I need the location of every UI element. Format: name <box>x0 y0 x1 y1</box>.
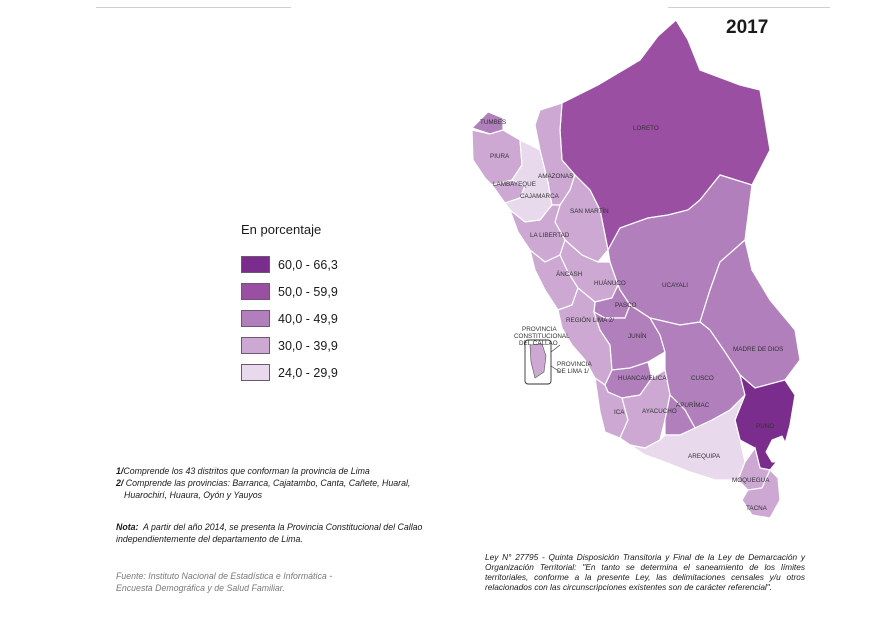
legend-swatch <box>241 337 270 354</box>
legend-label: 24,0 - 29,9 <box>278 365 338 380</box>
label-arequipa: AREQUIPA <box>688 453 721 460</box>
legend-swatch <box>241 283 270 300</box>
label-callao-line3: DEL CALLAO <box>519 340 558 347</box>
label-huanuco: HUÁNUCO <box>594 278 626 287</box>
region-ayacucho[interactable] <box>619 369 671 449</box>
label-lambayeque: LAMBAYEQUE <box>493 181 536 188</box>
label-moquegua: MOQUEGUA <box>732 477 770 484</box>
label-ucayali: UCAYALI <box>662 282 688 289</box>
label-la-libertad: LA LIBERTAD <box>530 232 570 239</box>
label-callao-line2: CONSTITUCIONAL <box>514 333 570 340</box>
label-apurimac: APURÍMAC <box>676 400 710 409</box>
label-tacna: TACNA <box>746 505 768 512</box>
region-la-libertad[interactable] <box>508 204 566 263</box>
label-ica: ICA <box>614 409 625 416</box>
top-rule-left <box>96 7 291 8</box>
legend-swatch <box>241 256 270 273</box>
label-tumbes: TUMBES <box>480 119 506 126</box>
legend-title: En porcentaje <box>241 222 322 237</box>
legend-item: 30,0 - 39,9 <box>241 332 338 359</box>
map-year: 2017 <box>726 17 769 38</box>
label-puno: PUNO <box>756 423 774 430</box>
region-tacna[interactable] <box>741 468 781 519</box>
legend-label: 30,0 - 39,9 <box>278 338 338 353</box>
label-lima-prov-line1: PROVINCIA <box>557 361 592 368</box>
label-lima-prov-line2: DE LIMA 1/ <box>557 368 589 375</box>
legend-item: 50,0 - 59,9 <box>241 278 338 305</box>
source-note: Fuente: Instituto Nacional de Estadístic… <box>116 571 333 593</box>
label-san-martin: SAN MARTÍN <box>570 206 609 215</box>
label-piura: PIURA <box>490 153 510 160</box>
footnote-2: 2/ Comprende las provincias: Barranca, C… <box>116 478 411 488</box>
label-callao-line1: PROVINCIA <box>522 326 557 333</box>
label-amazonas: AMAZONAS <box>538 173 573 180</box>
label-huancavelica: HUANCAVELICA <box>618 375 667 382</box>
footnote-2-cont: Huarochirí, Huaura, Oyón y Yauyos <box>124 490 263 500</box>
label-loreto: LORETO <box>633 125 659 132</box>
top-rule-right <box>668 7 830 8</box>
label-ancash: ÁNCASH <box>556 269 583 278</box>
label-cusco: CUSCO <box>691 375 714 382</box>
legend-label: 60,0 - 66,3 <box>278 257 338 272</box>
legend-swatch <box>241 364 270 381</box>
footnote-1: 1/Comprende los 43 distritos que conform… <box>116 466 370 476</box>
legend-item: 40,0 - 49,9 <box>241 305 338 332</box>
legend-item: 24,0 - 29,9 <box>241 359 338 386</box>
lima-callao-inset <box>524 339 561 385</box>
label-lima: REGIÓN LIMA 2/ <box>566 315 614 324</box>
nota: Nota: A partir del año 2014, se presenta… <box>116 522 423 544</box>
label-junin: JUNÍN <box>628 331 647 340</box>
region-arequipa[interactable] <box>629 394 746 481</box>
label-pasco: PASCO <box>615 302 637 309</box>
label-ayacucho: AYACUCHO <box>642 408 677 415</box>
label-cajamarca: CAJAMARCA <box>520 193 560 200</box>
legend-label: 40,0 - 49,9 <box>278 311 338 326</box>
label-madre-de-dios: MADRE DE DIOS <box>733 346 783 353</box>
footnotes: 1/Comprende los 43 distritos que conform… <box>116 465 410 501</box>
lake-titicaca-shape <box>765 435 789 463</box>
legend-swatch <box>241 310 270 327</box>
legend-label: 50,0 - 59,9 <box>278 284 338 299</box>
law-note: Ley N° 27795 - Quinta Disposición Transi… <box>485 552 805 592</box>
legend-item: 60,0 - 66,3 <box>241 251 338 278</box>
map-legend: En porcentaje 60,0 - 66,3 50,0 - 59,9 40… <box>241 222 338 386</box>
